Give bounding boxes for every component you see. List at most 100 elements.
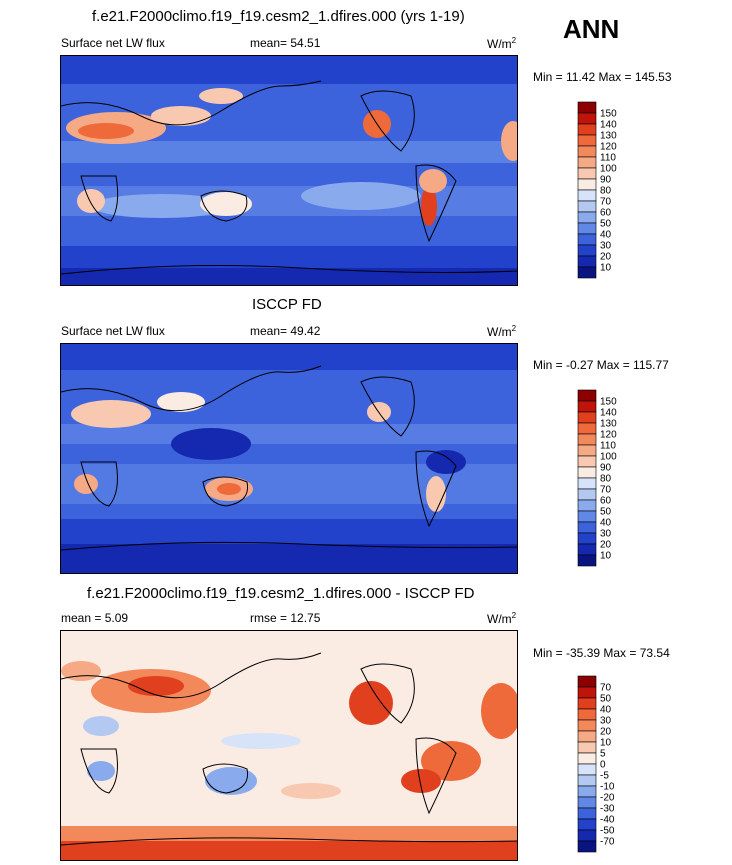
colorbar-tick-label: 40 [600,518,612,529]
colorbar-tick-label: 10 [600,551,612,562]
panel1-title: f.e21.F2000climo.f19_f19.cesm2_1.dfires.… [92,8,465,25]
colorbar-tick-label: 10 [600,263,612,274]
colorbar-tick-label: 130 [600,131,617,142]
colorbar-tick-label: 130 [600,419,617,430]
colorbar-box [577,200,597,213]
colorbar-tick-label: 140 [600,120,617,131]
colorbar-box [577,389,597,402]
colorbar-tick-label: 70 [600,485,612,496]
colorbar-tick-label: 20 [600,540,612,551]
colorbar-tick-label: 5 [600,749,606,760]
colorbar-box [577,741,597,754]
colorbar-box [577,818,597,831]
colorbar-box [577,686,597,699]
colorbar-tick-label: 30 [600,716,612,727]
colorbar-tick-label: 50 [600,694,612,705]
colorbar-tick-label: 50 [600,219,612,230]
colorbar-tick-label: 0 [600,760,606,771]
colorbar-box [577,510,597,523]
colorbar-box [577,167,597,180]
colorbar-box [577,466,597,479]
panel2-mean: mean= 49.42 [250,324,321,338]
colorbar-box [577,774,597,787]
panel2-minmax: Min = -0.27 Max = 115.77 [533,358,669,372]
colorbar-box [577,697,597,710]
colorbar-tick-label: 90 [600,175,612,186]
colorbar-box [577,123,597,136]
colorbar-tick-label: 20 [600,252,612,263]
colorbar-box [577,112,597,125]
colorbar-tick-label: 100 [600,164,617,175]
panel3-rmse: rmse = 12.75 [250,611,321,625]
colorbar-box [577,233,597,246]
panel2-units: W/m2 [487,324,517,339]
colorbar-box [577,708,597,721]
season-label: ANN [563,14,620,44]
colorbar-box [577,719,597,732]
colorbar-box [577,134,597,147]
colorbar-tick-label: 20 [600,727,612,738]
colorbar-tick-label: 90 [600,463,612,474]
colorbar-tick-label: 30 [600,529,612,540]
colorbar-box [577,532,597,545]
colorbar-tick-label: -5 [600,771,609,782]
colorbar-box [577,554,597,567]
colorbar-box [577,189,597,202]
panel2-title: ISCCP FD [252,296,322,313]
colorbar-box [577,521,597,534]
colorbar-tick-label: -50 [600,826,615,837]
colorbar-tick-label: 120 [600,142,617,153]
colorbar-tick-label: -20 [600,793,615,804]
panel3-map-svg [61,631,517,860]
colorbar-box [577,266,597,279]
colorbar-box [577,499,597,512]
colorbar-box [577,178,597,191]
colorbar-box [577,477,597,490]
colorbar-tick-label: 70 [600,683,612,694]
panel3-minmax: Min = -35.39 Max = 73.54 [533,646,670,660]
colorbar-box [577,145,597,158]
colorbar-box [577,101,597,114]
colorbar-box [577,796,597,809]
colorbar-tick-label: 40 [600,230,612,241]
colorbar-box [577,455,597,468]
colorbar-box [577,244,597,257]
panel1-map-svg [61,56,517,285]
colorbar-box [577,763,597,776]
panel3-map [60,630,518,861]
colorbar-box [577,730,597,743]
colorbar-box [577,807,597,820]
panel1-variable-label: Surface net LW flux [61,36,165,50]
colorbar-tick-label: -30 [600,804,615,815]
colorbar-box [577,156,597,169]
colorbar-box [577,433,597,446]
colorbar-box [577,675,597,688]
colorbar-box [577,211,597,224]
panel2-map-svg [61,344,517,573]
colorbar-box [577,488,597,501]
colorbar-box [577,829,597,842]
colorbar-tick-label: 70 [600,197,612,208]
panel3-mean: mean = 5.09 [61,611,129,625]
colorbar-tick-label: 120 [600,430,617,441]
panel1-map [60,55,518,286]
panel1-mean: mean= 54.51 [250,36,321,50]
colorbar-box [577,840,597,853]
panel2-variable-label: Surface net LW flux [61,324,165,338]
colorbar-box [577,422,597,435]
colorbar-tick-label: -40 [600,815,615,826]
colorbar-tick-label: 80 [600,474,612,485]
colorbar-tick-label: 30 [600,241,612,252]
panel3-title: f.e21.F2000climo.f19_f19.cesm2_1.dfires.… [87,585,475,602]
colorbar-tick-label: 10 [600,738,612,749]
panel2-map [60,343,518,574]
colorbar-box [577,411,597,424]
colorbar-box [577,444,597,457]
panel3-colorbar: 70 50 40 30 20 10 5 0 -5 -10 -20 -30 -40 -50 -70 [577,675,638,853]
colorbar-box [577,752,597,765]
colorbar-box [577,400,597,413]
colorbar-tick-label: 60 [600,496,612,507]
colorbar-tick-label: 80 [600,186,612,197]
colorbar-box [577,785,597,798]
